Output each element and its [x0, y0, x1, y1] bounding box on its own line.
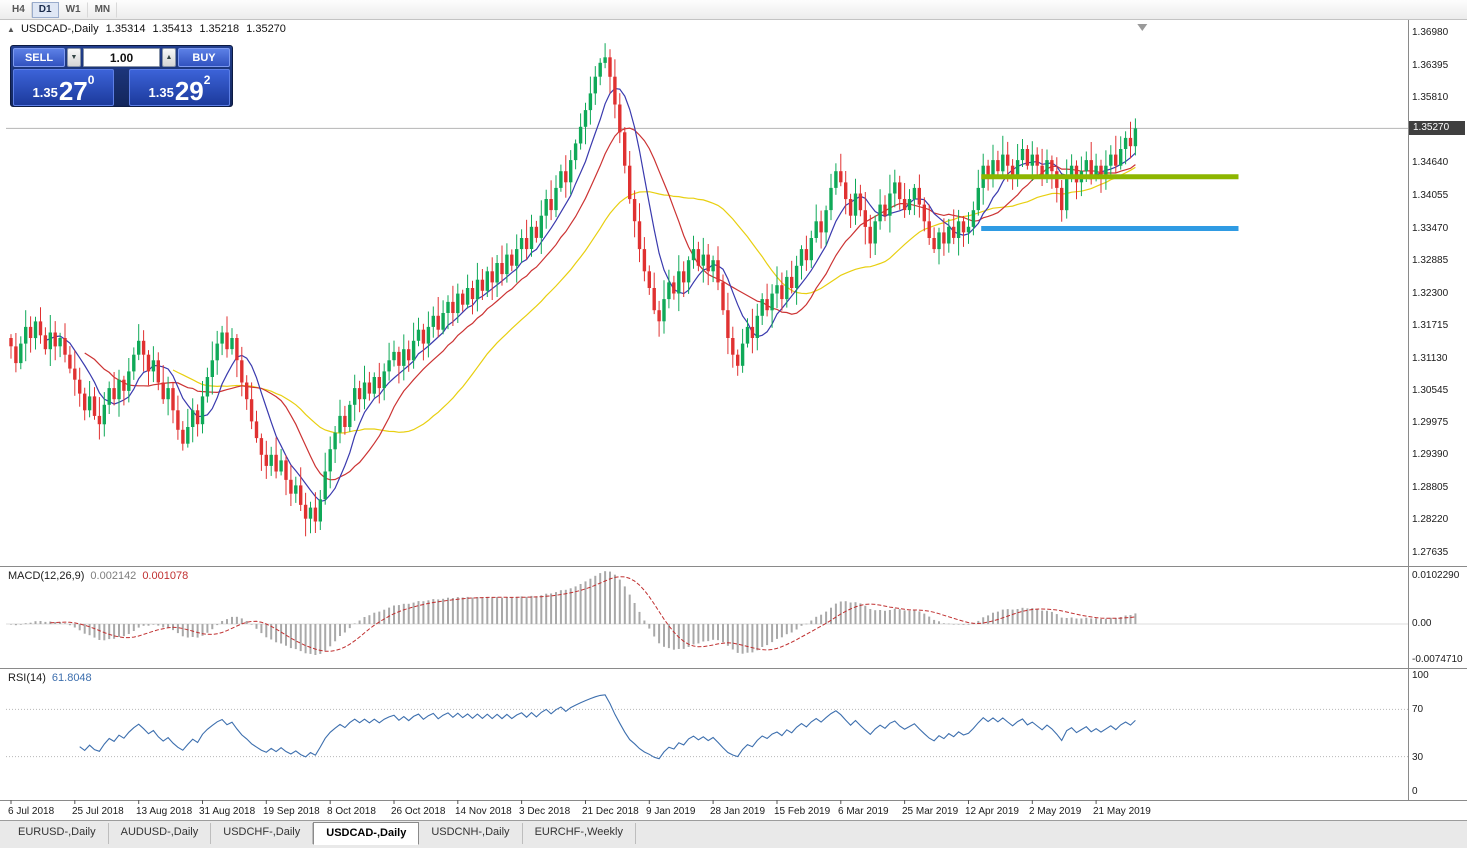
- date-axis-label: 25 Jul 2018: [72, 806, 124, 817]
- price-axis-label: 1.28805: [1412, 482, 1449, 493]
- macd-main-value: 0.002142: [90, 570, 137, 582]
- date-ticks: [10, 800, 1097, 804]
- price-axis-label: 1.36980: [1412, 27, 1449, 38]
- buy-price-pips: 29: [174, 75, 204, 106]
- price-axis-label: 1.27635: [1412, 547, 1449, 558]
- price-axis-label: 1.31715: [1412, 320, 1449, 331]
- date-axis-label: 21 Dec 2018: [582, 806, 639, 817]
- price-axis-label: 1.29390: [1412, 449, 1449, 460]
- macd-histogram: [10, 571, 1137, 655]
- date-axis-label: 12 Apr 2019: [965, 806, 1019, 817]
- pane-separators: [0, 20, 1467, 801]
- price-axis-label: 1.33470: [1412, 223, 1449, 234]
- chart-area: ▲ USDCAD-,Daily 1.35314 1.35413 1.35218 …: [0, 20, 1467, 820]
- date-axis-label: 21 May 2019: [1093, 806, 1151, 817]
- timeframe-button-h4[interactable]: H4: [5, 1, 32, 18]
- date-axis-label: 26 Oct 2018: [391, 806, 446, 817]
- macd-indicator-label: MACD(12,26,9) 0.002142 0.001078: [8, 570, 188, 582]
- date-axis-label: 3 Dec 2018: [519, 806, 571, 817]
- buy-price-base: 1.35: [148, 85, 174, 100]
- rsi-value: 61.8048: [51, 672, 92, 684]
- macd-axis-label: 0.00: [1412, 618, 1432, 629]
- date-axis-label: 9 Jan 2019: [646, 806, 696, 817]
- sell-button[interactable]: SELL: [13, 48, 65, 67]
- chart-tab-eurchf-weekly[interactable]: EURCHF-,Weekly: [523, 823, 636, 844]
- price-axis-label: 1.34055: [1412, 190, 1449, 201]
- chart-tab-usdcad-daily[interactable]: USDCAD-,Daily: [313, 822, 420, 845]
- timeframe-button-d1[interactable]: D1: [31, 1, 59, 18]
- macd-signal-line: [50, 576, 1136, 652]
- price-axis-label: 1.30545: [1412, 385, 1449, 396]
- buy-price[interactable]: 1.35 29 2: [129, 69, 230, 106]
- sell-price[interactable]: 1.35 27 0: [13, 69, 114, 106]
- price-axis-label: 1.32885: [1412, 255, 1449, 266]
- rsi-axis-label: 100: [1412, 670, 1429, 681]
- buy-price-point: 2: [203, 73, 211, 87]
- rsi-name: RSI(14): [8, 672, 46, 684]
- chart-tabbar: EURUSD-,Daily AUDUSD-,Daily USDCHF-,Daily U…: [0, 820, 1467, 848]
- rsi-axis-label: 30: [1412, 752, 1424, 763]
- sell-price-base: 1.35: [32, 85, 58, 100]
- ohlc-low: 1.35218: [199, 23, 240, 35]
- date-axis-label: 15 Feb 2019: [774, 806, 831, 817]
- timeframe-button-w1[interactable]: W1: [59, 1, 88, 18]
- ohlc-high: 1.35413: [152, 23, 193, 35]
- date-axis-label: 2 May 2019: [1029, 806, 1082, 817]
- candles: [9, 43, 1138, 537]
- buy-button[interactable]: BUY: [178, 48, 230, 67]
- chart-symbol-period: USDCAD-,Daily: [20, 23, 99, 35]
- date-axis-label: 19 Sep 2018: [263, 806, 320, 817]
- date-axis-label: 31 Aug 2018: [199, 806, 256, 817]
- rsi-level-lines: [6, 708, 1408, 758]
- date-axis-label: 28 Jan 2019: [710, 806, 766, 817]
- price-chart-canvas[interactable]: [0, 20, 1467, 820]
- date-axis-label: 14 Nov 2018: [455, 806, 512, 817]
- volume-input[interactable]: [83, 48, 160, 67]
- chart-tab-eurusd-daily[interactable]: EURUSD-,Daily: [6, 823, 109, 844]
- price-axis-label: 1.35810: [1412, 92, 1449, 103]
- volume-decrease-button[interactable]: ▼: [67, 48, 81, 67]
- chart-marker-icon: ▲: [7, 25, 15, 34]
- price-axis-label: 1.32300: [1412, 288, 1449, 299]
- rsi-axis-label: 0: [1412, 786, 1418, 797]
- chart-tab-audusd-daily[interactable]: AUDUSD-,Daily: [109, 823, 212, 844]
- price-axis-label: 1.29975: [1412, 417, 1449, 428]
- volume-increase-button[interactable]: ▲: [162, 48, 176, 67]
- chart-tab-usdcnh-daily[interactable]: USDCNH-,Daily: [419, 823, 523, 844]
- date-axis-label: 25 Mar 2019: [902, 806, 959, 817]
- price-axis-label: 1.28220: [1412, 514, 1449, 525]
- chart-ohlc-line: ▲ USDCAD-,Daily 1.35314 1.35413 1.35218 …: [7, 23, 290, 35]
- sell-price-pips: 27: [58, 75, 88, 106]
- ohlc-open: 1.35314: [105, 23, 146, 35]
- sell-price-point: 0: [87, 73, 95, 87]
- rsi-indicator-label: RSI(14) 61.8048: [8, 672, 92, 684]
- rsi-axis-label: 70: [1412, 704, 1424, 715]
- price-axis-label: 1.34640: [1412, 157, 1449, 168]
- macd-name: MACD(12,26,9): [8, 570, 85, 582]
- macd-signal-value: 0.001078: [142, 570, 189, 582]
- rsi-line: [79, 694, 1136, 760]
- macd-axis-label: -0.0074710: [1412, 654, 1463, 665]
- moving-average-line: [45, 87, 1136, 503]
- date-axis-label: 13 Aug 2018: [136, 806, 193, 817]
- moving-average-line: [84, 127, 1136, 481]
- macd-axis-label: 0.0102290: [1412, 570, 1460, 581]
- current-price-badge: 1.35270: [1409, 121, 1465, 135]
- date-axis-label: 6 Mar 2019: [838, 806, 889, 817]
- timeframe-button-mn[interactable]: MN: [88, 1, 118, 18]
- price-axis-label: 1.31130: [1412, 353, 1448, 364]
- chart-tab-usdchf-daily[interactable]: USDCHF-,Daily: [211, 823, 314, 844]
- timeframe-toolbar: H4 D1 W1 MN: [0, 0, 1467, 20]
- date-axis-label: 6 Jul 2018: [8, 806, 55, 817]
- date-axis-label: 8 Oct 2018: [327, 806, 376, 817]
- chart-shift-marker-icon: [1137, 24, 1148, 31]
- ohlc-close: 1.35270: [246, 23, 286, 35]
- price-axis-label: 1.36395: [1412, 60, 1449, 71]
